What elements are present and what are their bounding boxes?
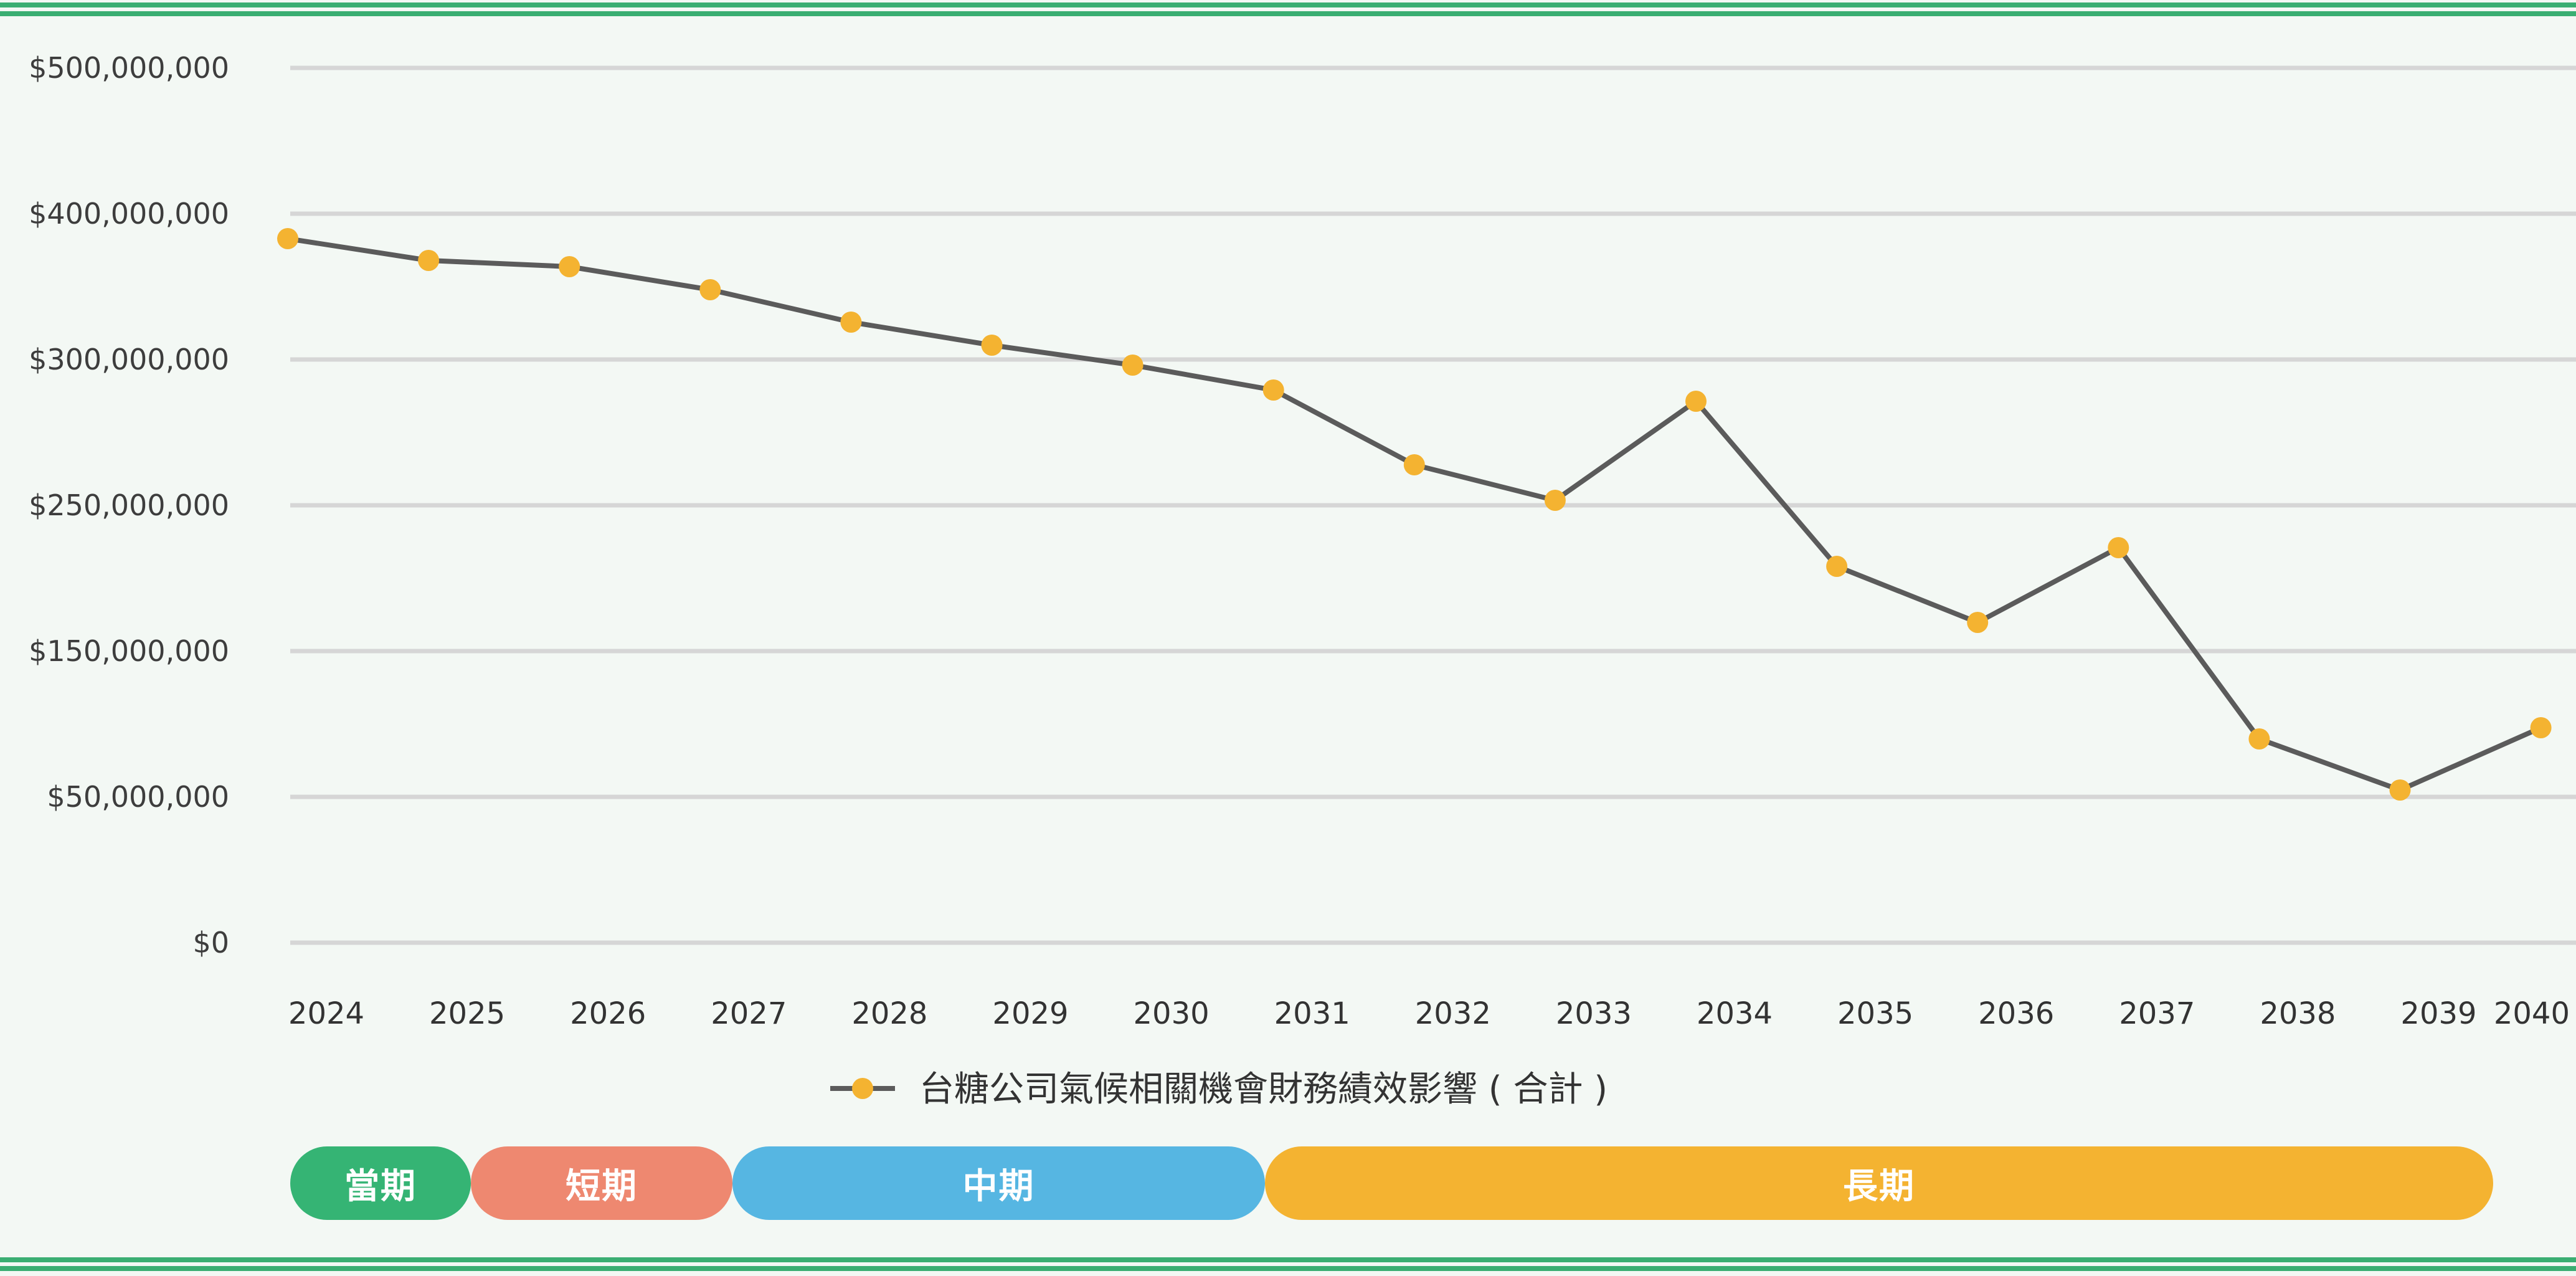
x-tick-label: 2031 [1274,996,1350,1031]
data-point [2248,728,2270,750]
data-point [2530,717,2552,738]
y-tick-label: $500,000,000 [29,51,229,85]
line-chart: $0 $50,000,000 $150,000,000 $250,000,000 $30… [29,51,2576,1109]
data-point [2108,537,2129,558]
series-line [287,236,2542,793]
x-tick-label: 2032 [1415,996,1491,1031]
y-tick-label: $250,000,000 [29,488,229,522]
y-tick-label: $150,000,000 [29,634,229,668]
gridlines [290,65,2576,945]
legend-label: 台糖公司氣候相關機會財務績效影響 ( 合計 ) [919,1069,1608,1109]
data-point [840,312,862,333]
y-tick-label: $400,000,000 [29,197,229,231]
period-band: 中期 [732,1146,1265,1220]
data-point [699,279,721,300]
data-point [981,335,1003,356]
period-band: 長期 [1265,1146,2493,1220]
x-tick-label: 2035 [1837,996,1913,1031]
y-tick-label: $300,000,000 [29,343,229,376]
data-point [1685,391,1707,412]
data-point [277,228,298,249]
series-line-group [277,228,2552,801]
x-tick-label: 2026 [570,996,646,1031]
legend: 台糖公司氣候相關機會財務績效影響 ( 合計 ) [830,1069,1608,1109]
data-point [1262,379,1284,401]
x-tick-label: 2030 [1134,996,1210,1031]
bottom-border [0,1266,2576,1271]
y-axis-tick-labels: $0 $50,000,000 $150,000,000 $250,000,000 $30… [29,51,229,959]
x-tick-label: 2040 [2494,996,2570,1031]
x-tick-label: 2039 [2400,996,2476,1031]
x-tick-label: 2034 [1697,996,1773,1031]
y-tick-label: $0 [192,926,229,959]
top-border-inner [0,11,2576,16]
data-point [1122,355,1144,376]
x-tick-label: 2025 [429,996,505,1031]
legend-marker-swatch [852,1078,873,1099]
bottom-border-inner [0,1257,2576,1262]
x-tick-label: 2038 [2260,996,2336,1031]
x-tick-label: 2027 [711,996,787,1031]
data-point [2389,779,2411,801]
x-tick-label: 2037 [2119,996,2195,1031]
period-band: 短期 [471,1146,732,1220]
top-border [0,2,2576,7]
x-tick-label: 2029 [992,996,1068,1031]
x-tick-label: 2024 [288,996,364,1031]
x-tick-label: 2028 [851,996,927,1031]
period-band: 當期 [290,1146,471,1220]
x-tick-label: 2033 [1556,996,1632,1031]
data-point [1826,556,1848,577]
x-axis-tick-labels: 2024 2025 2026 2027 2028 2029 2030 2031 2032 2033… [288,996,2570,1031]
data-point [418,250,440,271]
data-point [1403,454,1425,475]
data-point [559,256,580,277]
x-tick-label: 2036 [1978,996,2054,1031]
y-tick-label: $50,000,000 [47,780,229,814]
data-point [1544,490,1566,511]
data-point [1967,612,1989,633]
